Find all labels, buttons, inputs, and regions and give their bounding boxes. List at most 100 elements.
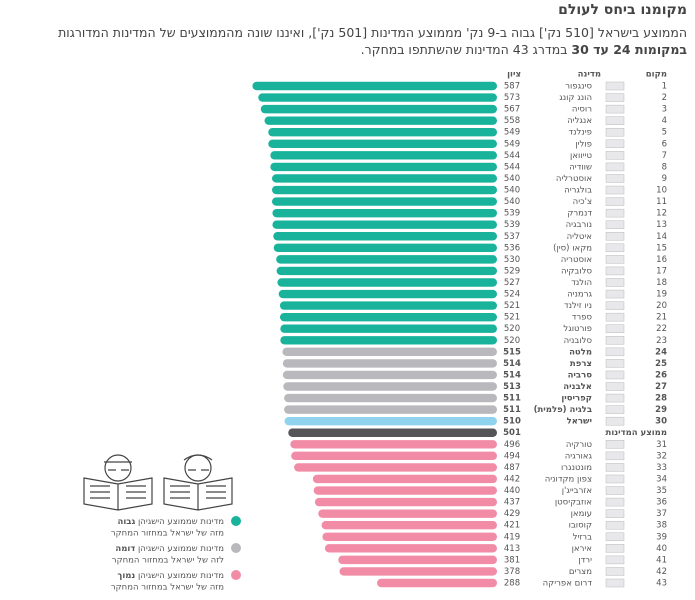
score: 540: [504, 186, 520, 196]
flag: [605, 578, 625, 588]
score: 515: [503, 347, 521, 357]
legend-bold: דומה: [115, 544, 135, 554]
score: 511: [503, 394, 521, 404]
rank: 20: [656, 301, 667, 311]
rank: 33: [656, 463, 667, 473]
legend-note: מזה של ישראל במחזור המחקר: [111, 583, 224, 593]
bar: [322, 532, 497, 541]
bar: [318, 509, 497, 518]
rank: 22: [656, 324, 667, 334]
bar: [280, 324, 497, 333]
flag: [605, 393, 625, 403]
legend-text: מדינות שממוצע הישגיהן דומה: [115, 544, 224, 554]
rank: 19: [656, 290, 667, 300]
country: טורקיה: [566, 440, 593, 450]
flag: [605, 289, 625, 299]
score: 413: [504, 544, 520, 554]
rank: 21: [656, 313, 667, 323]
desc-bold: במקומות 24 עד 30: [571, 42, 687, 57]
country: גרמניה: [567, 290, 592, 300]
legend-bold: גבוה: [118, 517, 136, 527]
bar: [312, 474, 497, 484]
country: גאורגיה: [565, 451, 593, 461]
country: אלבניה: [563, 382, 592, 392]
score: 378: [504, 567, 520, 577]
rank: 35: [656, 486, 667, 496]
score: 524: [504, 290, 520, 300]
bar: [339, 567, 497, 576]
legend-label: מדינות שממוצע הישגיהן: [138, 544, 224, 554]
rank: 23: [656, 336, 667, 346]
flag: [605, 486, 625, 495]
flag: [605, 347, 625, 357]
score: 558: [504, 116, 520, 126]
rank: 17: [656, 266, 667, 276]
flag: [605, 139, 625, 149]
rank: 31: [656, 440, 667, 450]
flag: [605, 324, 625, 333]
country: מלטה: [569, 347, 592, 357]
score: 540: [504, 197, 520, 207]
country: צרפת: [570, 359, 592, 369]
score: 540: [504, 174, 520, 184]
rank: 27: [655, 382, 667, 392]
country: שוודיה: [569, 162, 592, 172]
bar: [278, 289, 497, 299]
country: אזרבייג'ן: [562, 486, 592, 496]
desc-part: במדרג 43 המדינות שהשתתפו במחקר.: [360, 42, 572, 57]
country: ירדן: [578, 555, 592, 565]
bar: [264, 116, 497, 125]
country: דנמרק: [567, 209, 592, 219]
rank: 9: [662, 174, 667, 184]
country: צ'כיה: [573, 197, 592, 207]
rank: 26: [655, 370, 667, 380]
score: 567: [504, 105, 520, 115]
flag: [605, 463, 625, 472]
score: 421: [504, 521, 520, 531]
score: 487: [504, 463, 520, 473]
country: הולנד: [571, 278, 592, 288]
bar: [338, 555, 497, 565]
bar: [276, 255, 497, 264]
bar: [279, 312, 497, 322]
score: 549: [504, 128, 520, 138]
score: 520: [504, 324, 520, 334]
country: דרום אפריקה: [543, 579, 593, 589]
rank: 13: [656, 220, 667, 230]
flag: [605, 151, 625, 160]
flag: [605, 451, 625, 461]
bar: [283, 382, 497, 391]
flag: [605, 520, 625, 530]
rank: 32: [656, 451, 667, 461]
rank: 43: [656, 579, 667, 589]
flag: [605, 197, 625, 206]
score: 539: [504, 220, 520, 230]
bar: [258, 93, 497, 102]
desc-part: הממוצע בישראל [510 נק'] גבוה ב-9 נק' מממ…: [58, 25, 687, 40]
score: 573: [504, 93, 520, 103]
legend-label: מדינות שממוצע הישגיהן: [138, 571, 224, 581]
country: טייוואן: [570, 151, 592, 161]
country: נורבגיה: [566, 220, 592, 230]
flag: [605, 127, 625, 137]
rank: 2: [662, 93, 667, 103]
rank: 25: [655, 359, 667, 369]
country: ברזיל: [573, 532, 592, 542]
bar: [272, 220, 497, 229]
col-header: ציון: [507, 70, 521, 80]
country: אוזבקיסטן: [555, 498, 592, 508]
country: סלובקיה: [561, 266, 593, 276]
country: סינגפור: [565, 82, 592, 92]
bar: [272, 208, 497, 218]
average-label: ממוצע המדינות: [606, 428, 667, 438]
col-header: מקום: [646, 70, 667, 80]
country: בולגריה: [564, 186, 592, 196]
bar: [321, 521, 497, 530]
bar: [282, 347, 497, 357]
bar: [324, 544, 497, 553]
flag: [605, 312, 625, 322]
score: 514: [503, 359, 521, 369]
flag: [605, 93, 625, 102]
score: 437: [504, 498, 520, 508]
rank: 1: [662, 82, 667, 92]
